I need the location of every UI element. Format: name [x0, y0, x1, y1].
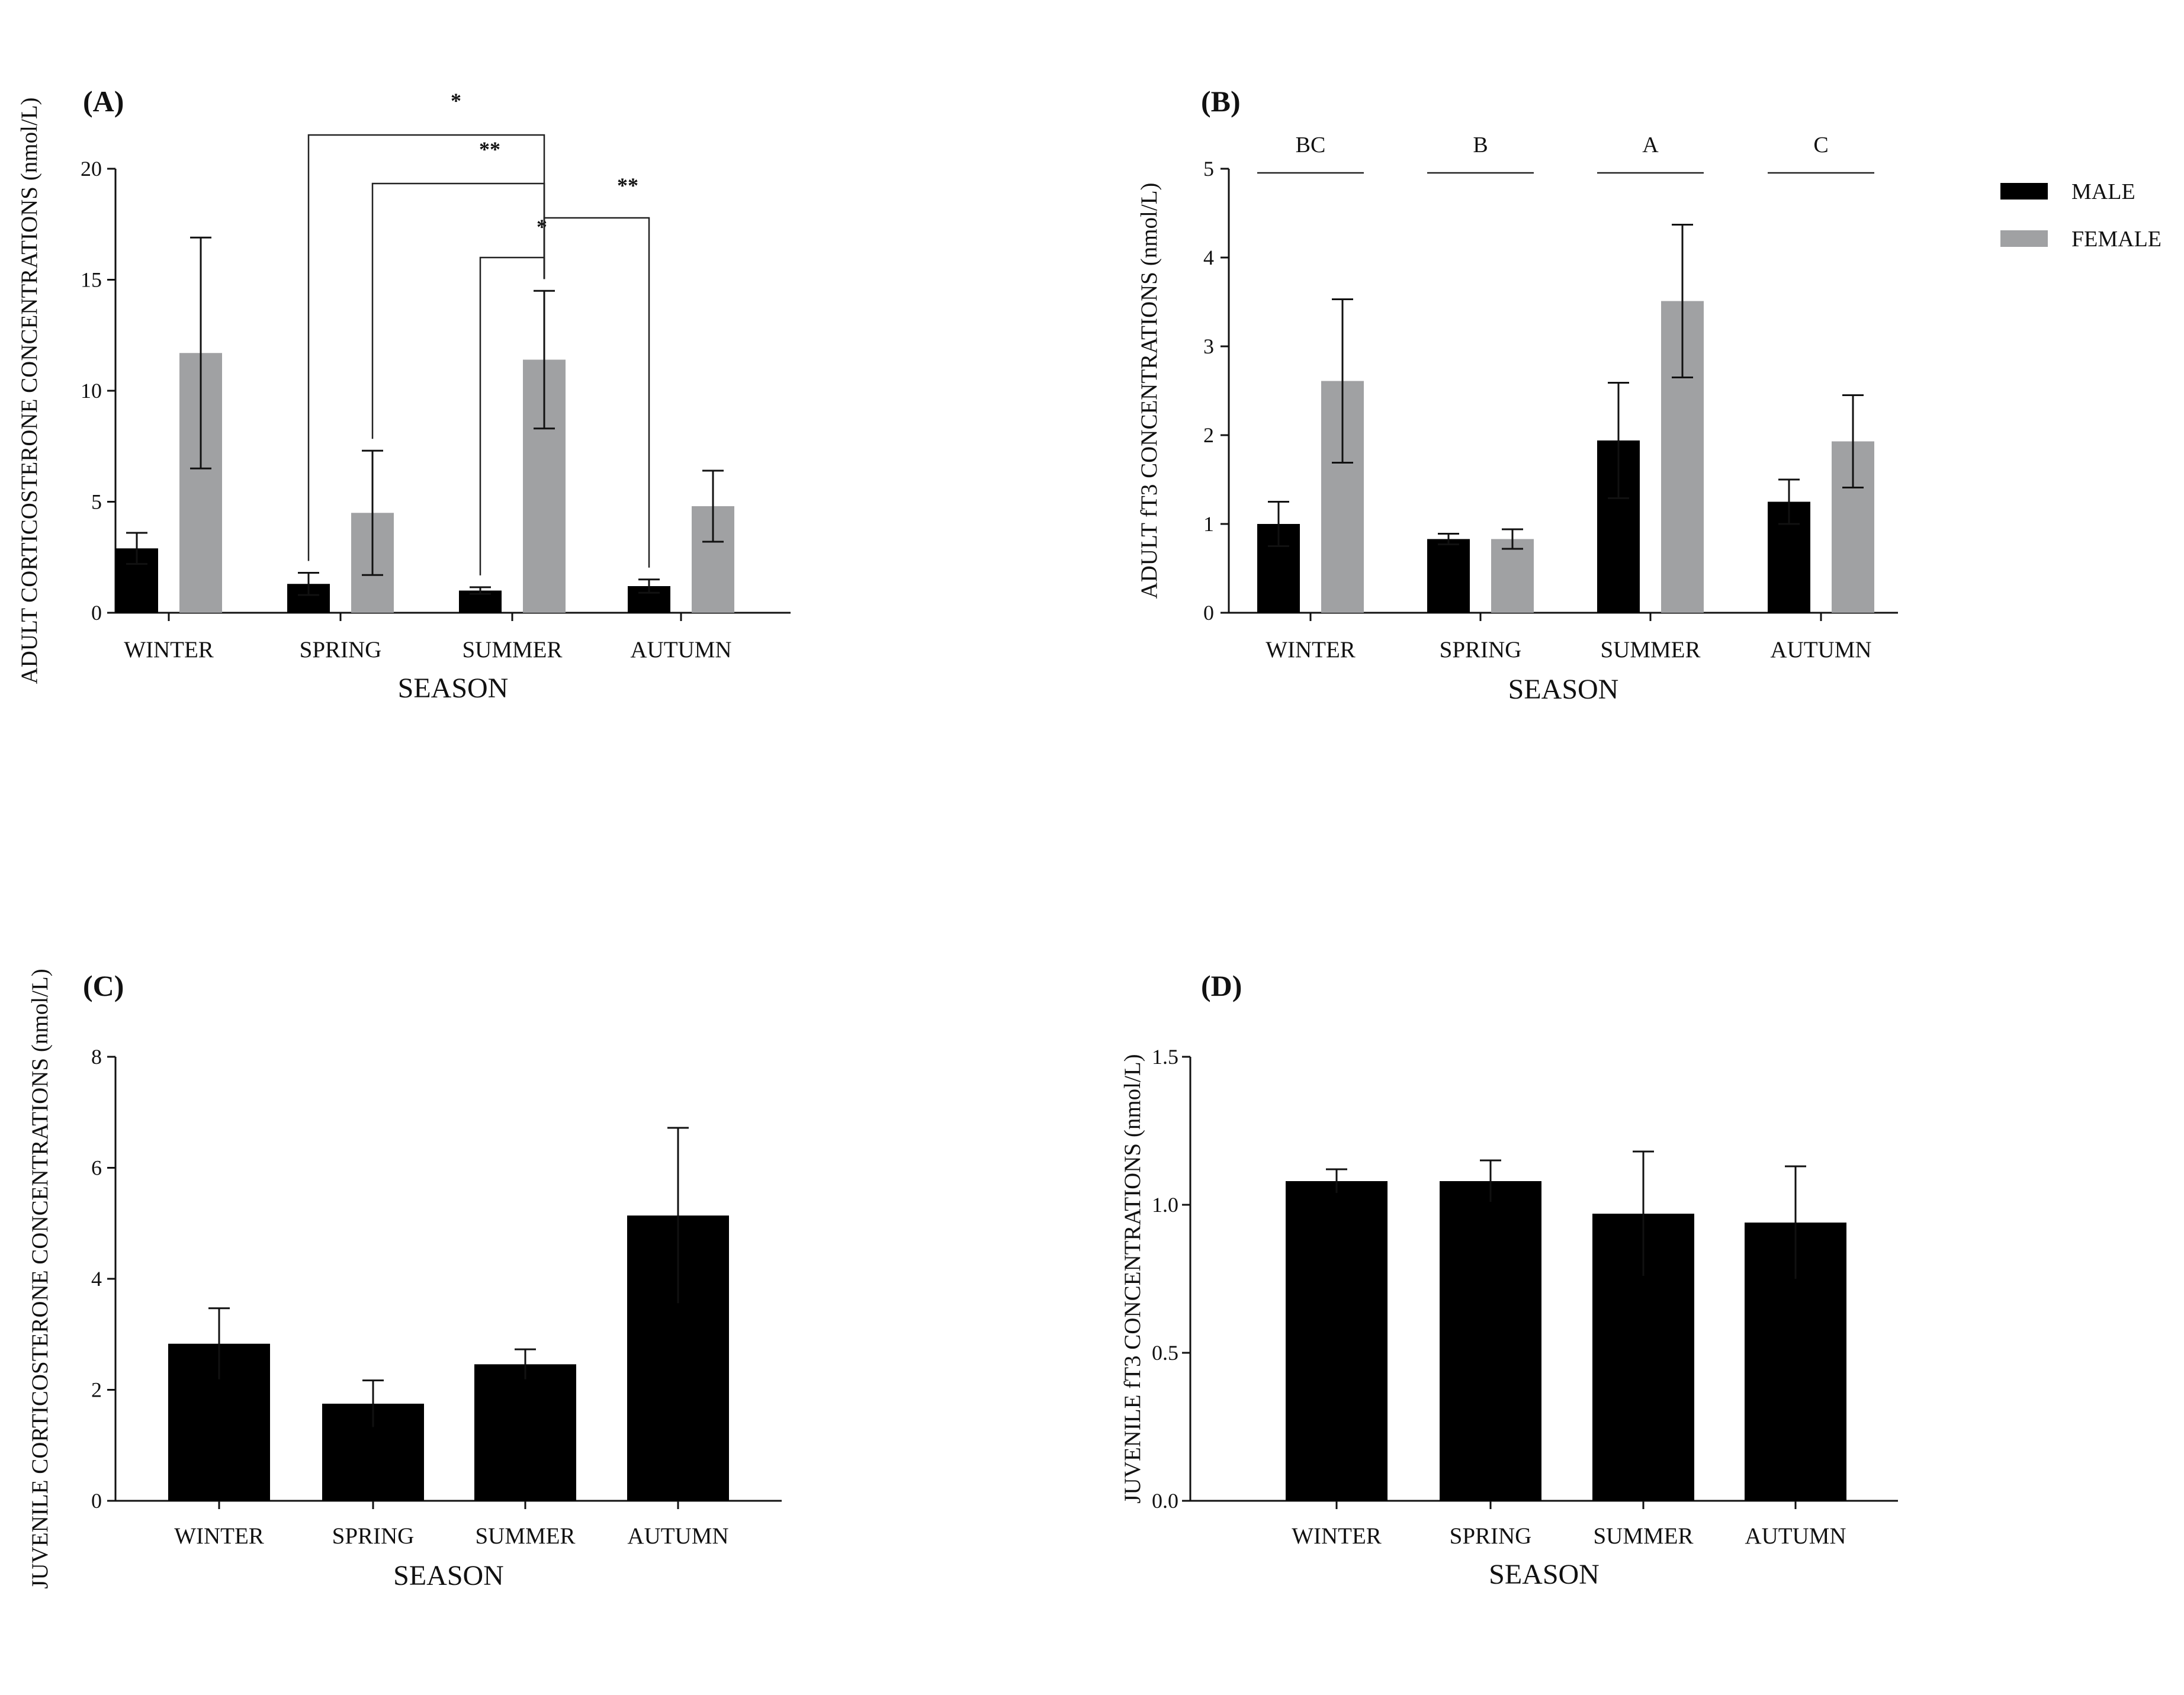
significance-label: **: [617, 173, 638, 197]
error-bar: [298, 572, 319, 596]
y-tick-label: 4: [1203, 246, 1214, 269]
panel-a: (A) 0 5 10 15 20 WINTER SPRING SUMMER AUTUMN SEASO…: [17, 85, 791, 704]
x-tick-label: SUMMER: [462, 637, 562, 662]
panel-label: (A): [83, 85, 124, 118]
x-tick-label: SUMMER: [1600, 637, 1700, 662]
error-bar: [667, 1127, 689, 1304]
y-axis-title: JUVENILE fT3 CONCENTRATIONS (nmol/L): [1120, 1054, 1145, 1503]
error-bar: [1778, 478, 1800, 525]
y-tick-label: 0: [91, 601, 102, 625]
group-letter: C: [1813, 133, 1828, 157]
error-bar: [1502, 528, 1523, 550]
x-tick-label: SUMMER: [1593, 1523, 1693, 1549]
y-tick-label: 5: [1203, 157, 1214, 181]
y-tick-label: 0: [91, 1489, 102, 1513]
group-letter: BC: [1296, 133, 1326, 157]
error-bar: [1480, 1159, 1501, 1202]
y-axis-title: JUVENILE CORTICOSTERONE CONCENTRATIONS (…: [27, 969, 53, 1588]
group-letter: A: [1642, 133, 1659, 157]
bar: [474, 1364, 576, 1501]
error-bar: [1633, 1150, 1654, 1276]
x-tick-label: SPRING: [300, 637, 382, 662]
error-bar: [534, 290, 555, 430]
x-tick-label: SPRING: [1450, 1523, 1532, 1549]
bar: [1286, 1181, 1388, 1501]
error-bar: [1268, 501, 1289, 547]
error-bar: [190, 236, 211, 469]
x-tick-label: AUTUMN: [1770, 637, 1871, 662]
y-tick-label: 3: [1203, 335, 1214, 358]
x-tick-label: AUTUMN: [630, 637, 731, 662]
error-bar: [1785, 1165, 1806, 1279]
legend-swatch-female: [2000, 230, 2048, 247]
y-tick-label: 15: [81, 268, 102, 292]
legend-label-male: MALE: [2071, 179, 2135, 204]
error-bar: [208, 1307, 230, 1379]
x-axis-title: SEASON: [1489, 1559, 1600, 1590]
x-tick-label: WINTER: [124, 637, 214, 662]
x-tick-label: AUTUMN: [627, 1523, 728, 1549]
x-tick-label: WINTER: [1292, 1523, 1382, 1549]
error-bar: [362, 1379, 384, 1427]
error-bar: [1672, 224, 1693, 378]
y-tick-label: 20: [81, 157, 102, 181]
error-bar: [1608, 382, 1629, 499]
legend: MALE FEMALE: [2000, 179, 2161, 252]
y-tick-label: 1: [1203, 512, 1214, 536]
y-tick-label: 6: [91, 1156, 102, 1180]
panel-b: (B) 0 1 2 3 4 5 WINTER SPRING SUMMER AUTUMN SEASON A…: [1136, 85, 1898, 705]
legend-swatch-male: [2000, 183, 2048, 200]
error-bar: [470, 586, 491, 595]
error-bar: [362, 449, 383, 576]
error-bar: [1332, 298, 1353, 464]
bar: [1440, 1181, 1541, 1501]
error-bar: [1326, 1168, 1347, 1193]
x-tick-label: WINTER: [1266, 637, 1356, 662]
y-tick-label: 5: [91, 490, 102, 514]
y-tick-label: 2: [91, 1378, 102, 1402]
bar: [1491, 539, 1534, 613]
error-bar: [515, 1348, 536, 1379]
y-axis-title: ADULT CORTICOSTERONE CONCENTRATIONS (nmo…: [17, 97, 42, 684]
significance-label: **: [479, 137, 500, 161]
x-tick-label: SPRING: [332, 1523, 415, 1549]
bar: [1427, 539, 1470, 613]
error-bar: [1842, 394, 1864, 488]
error-bar: [702, 469, 724, 543]
y-tick-label: 1.5: [1152, 1045, 1178, 1069]
x-tick-label: WINTER: [174, 1523, 264, 1549]
y-tick-label: 4: [91, 1267, 102, 1291]
panel-label: (D): [1201, 969, 1242, 1002]
significance-label: *: [451, 89, 461, 112]
error-bar: [126, 532, 147, 565]
legend-label-female: FEMALE: [2071, 227, 2161, 252]
y-tick-label: 1.0: [1152, 1193, 1178, 1217]
error-bar: [638, 578, 660, 594]
panel-c: (C) 0 2 4 6 8 WINTER SPRING SUMMER AUTUMN SEASON JU…: [27, 969, 782, 1591]
x-tick-label: SPRING: [1440, 637, 1522, 662]
x-axis-title: SEASON: [398, 673, 509, 704]
y-tick-label: 10: [81, 379, 102, 403]
group-letter: B: [1473, 133, 1488, 157]
y-tick-label: 0: [1203, 601, 1214, 625]
x-axis-title: SEASON: [393, 1560, 504, 1591]
panel-label: (B): [1201, 85, 1241, 118]
y-tick-label: 2: [1203, 423, 1214, 447]
x-axis-title: SEASON: [1508, 674, 1619, 705]
y-tick-label: 0.5: [1152, 1341, 1178, 1365]
significance-bracket: [543, 217, 650, 568]
x-tick-label: SUMMER: [475, 1523, 575, 1549]
panel-label: (C): [83, 969, 124, 1002]
y-tick-label: 0.0: [1152, 1489, 1178, 1513]
y-tick-label: 8: [91, 1045, 102, 1069]
panel-d: (D) 0.0 0.5 1.0 1.5 WINTER SPRING SUMMER AUTUMN S…: [1120, 969, 1898, 1590]
y-axis-title: ADULT fT3 CONCENTRATIONS (nmol/L): [1136, 182, 1162, 599]
error-bar: [1438, 533, 1459, 545]
x-tick-label: AUTUMN: [1745, 1523, 1846, 1549]
